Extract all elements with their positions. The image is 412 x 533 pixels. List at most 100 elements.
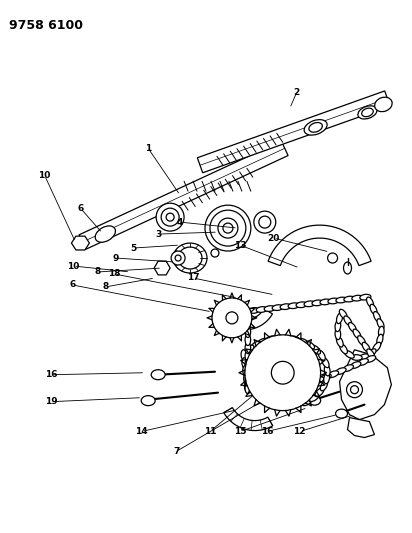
Ellipse shape bbox=[306, 380, 316, 386]
Ellipse shape bbox=[339, 309, 347, 319]
Text: 11: 11 bbox=[204, 427, 216, 436]
Ellipse shape bbox=[335, 320, 341, 332]
Ellipse shape bbox=[377, 334, 383, 345]
Ellipse shape bbox=[171, 251, 185, 265]
Ellipse shape bbox=[212, 298, 252, 338]
Polygon shape bbox=[79, 141, 288, 249]
Text: 13: 13 bbox=[234, 240, 246, 249]
Ellipse shape bbox=[339, 344, 347, 354]
Ellipse shape bbox=[303, 391, 309, 402]
Ellipse shape bbox=[297, 338, 308, 345]
Ellipse shape bbox=[304, 301, 315, 306]
Text: 8: 8 bbox=[94, 268, 101, 277]
Ellipse shape bbox=[304, 119, 327, 135]
Ellipse shape bbox=[173, 243, 207, 273]
Ellipse shape bbox=[318, 350, 325, 360]
Text: 1: 1 bbox=[145, 144, 151, 153]
Ellipse shape bbox=[245, 342, 250, 353]
Ellipse shape bbox=[359, 354, 370, 360]
Ellipse shape bbox=[161, 208, 179, 226]
Ellipse shape bbox=[320, 299, 331, 305]
Ellipse shape bbox=[367, 297, 374, 308]
Ellipse shape bbox=[245, 358, 250, 369]
Ellipse shape bbox=[289, 336, 300, 342]
Ellipse shape bbox=[242, 358, 248, 369]
Ellipse shape bbox=[241, 350, 247, 361]
Ellipse shape bbox=[313, 377, 324, 384]
Ellipse shape bbox=[324, 373, 330, 384]
Ellipse shape bbox=[336, 297, 347, 303]
Ellipse shape bbox=[264, 306, 275, 311]
Text: 9: 9 bbox=[112, 254, 119, 263]
Text: 6: 6 bbox=[77, 204, 84, 213]
Ellipse shape bbox=[344, 262, 351, 274]
Ellipse shape bbox=[346, 382, 363, 398]
Ellipse shape bbox=[258, 338, 269, 345]
Polygon shape bbox=[215, 305, 272, 330]
Text: 8: 8 bbox=[102, 282, 108, 292]
Polygon shape bbox=[197, 91, 390, 173]
Ellipse shape bbox=[343, 365, 353, 372]
Ellipse shape bbox=[243, 374, 249, 385]
Ellipse shape bbox=[240, 309, 251, 314]
Ellipse shape bbox=[328, 371, 339, 377]
Ellipse shape bbox=[296, 302, 307, 308]
Ellipse shape bbox=[367, 349, 376, 357]
Ellipse shape bbox=[245, 375, 250, 386]
Ellipse shape bbox=[360, 294, 371, 300]
Ellipse shape bbox=[254, 211, 276, 233]
Ellipse shape bbox=[335, 409, 347, 418]
Ellipse shape bbox=[205, 205, 251, 251]
Ellipse shape bbox=[251, 341, 261, 349]
Text: 2: 2 bbox=[294, 88, 300, 97]
Ellipse shape bbox=[312, 345, 321, 354]
Text: 14: 14 bbox=[135, 427, 147, 436]
Ellipse shape bbox=[328, 253, 337, 263]
Ellipse shape bbox=[256, 306, 267, 312]
Ellipse shape bbox=[335, 368, 346, 375]
Ellipse shape bbox=[272, 361, 294, 384]
Ellipse shape bbox=[365, 356, 376, 362]
Ellipse shape bbox=[141, 395, 155, 406]
Ellipse shape bbox=[344, 296, 355, 302]
Ellipse shape bbox=[321, 374, 331, 381]
Ellipse shape bbox=[322, 358, 329, 368]
Ellipse shape bbox=[374, 311, 381, 322]
Text: 6: 6 bbox=[69, 280, 75, 289]
Ellipse shape bbox=[280, 304, 291, 310]
Text: 19: 19 bbox=[45, 397, 58, 406]
Text: 3: 3 bbox=[155, 230, 161, 239]
Ellipse shape bbox=[273, 335, 284, 341]
Text: 7: 7 bbox=[173, 447, 179, 456]
Ellipse shape bbox=[245, 367, 250, 378]
Ellipse shape bbox=[375, 97, 392, 112]
Ellipse shape bbox=[379, 326, 384, 337]
Polygon shape bbox=[224, 408, 273, 431]
Ellipse shape bbox=[351, 354, 362, 360]
Ellipse shape bbox=[335, 328, 341, 340]
Ellipse shape bbox=[245, 383, 250, 394]
Ellipse shape bbox=[248, 308, 260, 313]
Polygon shape bbox=[347, 417, 375, 438]
Ellipse shape bbox=[245, 350, 250, 361]
Ellipse shape bbox=[312, 300, 323, 306]
Ellipse shape bbox=[243, 366, 248, 377]
Ellipse shape bbox=[328, 298, 339, 304]
Ellipse shape bbox=[178, 247, 202, 269]
Ellipse shape bbox=[265, 336, 276, 342]
Text: 5: 5 bbox=[130, 244, 136, 253]
Ellipse shape bbox=[373, 342, 381, 352]
Ellipse shape bbox=[315, 388, 324, 397]
Ellipse shape bbox=[353, 329, 361, 339]
Ellipse shape bbox=[337, 336, 343, 347]
Ellipse shape bbox=[95, 226, 115, 243]
Ellipse shape bbox=[344, 351, 354, 358]
Text: 16: 16 bbox=[45, 370, 58, 379]
Ellipse shape bbox=[302, 398, 312, 406]
Ellipse shape bbox=[245, 318, 250, 329]
Ellipse shape bbox=[352, 295, 363, 301]
Ellipse shape bbox=[309, 394, 319, 401]
Text: 16: 16 bbox=[260, 427, 273, 436]
Ellipse shape bbox=[337, 313, 343, 324]
Ellipse shape bbox=[370, 304, 377, 314]
